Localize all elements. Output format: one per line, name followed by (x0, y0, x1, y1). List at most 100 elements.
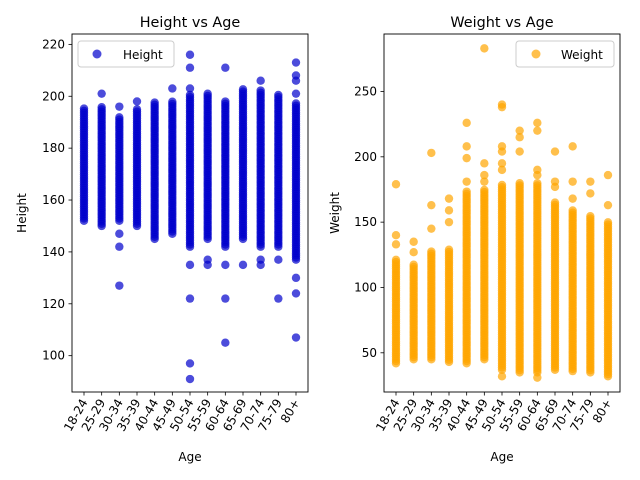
data-point (115, 102, 124, 111)
y-tick-label: 250 (354, 84, 377, 98)
x-axis-label: Age (178, 450, 201, 464)
data-point (168, 84, 177, 93)
data-point (462, 142, 471, 151)
y-axis-label: Weight (328, 192, 342, 234)
data-point (533, 170, 542, 180)
data-point (480, 170, 489, 180)
data-point (221, 97, 230, 106)
data-point (480, 177, 489, 186)
data-point (274, 255, 283, 264)
data-point (132, 97, 142, 106)
y-tick-label: 150 (354, 215, 377, 229)
data-point (533, 126, 542, 135)
data-point (256, 76, 265, 85)
data-point (291, 333, 301, 342)
data-point (185, 63, 195, 72)
data-point (97, 102, 106, 112)
data-point (274, 294, 283, 303)
y-tick-label: 120 (42, 297, 65, 311)
data-point (409, 247, 418, 257)
y-axis-ticks: 50 100 150 200 250 (354, 84, 384, 360)
data-point (409, 260, 418, 269)
data-point (568, 177, 577, 186)
data-point (497, 180, 507, 190)
data-point (480, 159, 489, 168)
y-tick-label: 100 (354, 280, 377, 294)
data-point (115, 113, 124, 122)
height-points (79, 50, 301, 384)
legend-box (515, 40, 615, 68)
data-point (291, 58, 301, 67)
legend-label: Height (123, 48, 163, 62)
data-point (391, 180, 401, 189)
data-point (515, 126, 524, 135)
data-point (550, 182, 560, 192)
data-point (115, 242, 124, 251)
legend-label: Weight (561, 48, 603, 62)
data-point (568, 206, 577, 215)
data-point (586, 189, 595, 198)
data-point (256, 86, 265, 95)
data-point (391, 240, 401, 249)
data-point (603, 170, 613, 180)
data-point (274, 90, 283, 100)
data-point (185, 90, 195, 100)
data-point (185, 374, 195, 384)
data-point (462, 187, 471, 196)
data-point (444, 206, 454, 215)
data-point (409, 237, 418, 246)
y-axis-ticks: 100 120 140 160 180 200 220 (42, 37, 72, 363)
legend: Weight (515, 40, 615, 68)
weight-points (391, 44, 613, 382)
data-point (568, 142, 577, 151)
data-point (238, 260, 248, 270)
data-point (391, 255, 401, 265)
data-point (291, 289, 301, 298)
chart-title: Weight vs Age (450, 15, 553, 31)
data-point (132, 105, 142, 114)
data-point (586, 212, 595, 221)
data-point (115, 281, 124, 290)
legend-marker (531, 49, 541, 59)
data-point (427, 247, 436, 256)
data-point (221, 338, 230, 347)
y-tick-label: 50 (362, 346, 377, 360)
data-point (291, 89, 301, 98)
data-point (150, 98, 159, 107)
y-axis-label: Height (15, 193, 29, 233)
data-point (79, 104, 89, 113)
data-point (497, 159, 507, 168)
data-point (533, 373, 542, 382)
data-point (462, 118, 471, 128)
data-point (185, 294, 195, 303)
legend: Height (77, 40, 175, 68)
data-point (256, 260, 265, 270)
data-point (391, 231, 401, 240)
data-point (497, 372, 507, 381)
data-point (550, 198, 560, 207)
data-point (480, 44, 489, 53)
data-point (221, 63, 230, 72)
data-point (533, 179, 542, 188)
data-point (515, 179, 524, 188)
data-point (515, 133, 524, 142)
y-tick-label: 100 (42, 349, 65, 363)
data-point (185, 260, 195, 270)
data-point (168, 97, 177, 106)
y-tick-label: 180 (42, 141, 65, 155)
y-tick-label: 200 (354, 150, 377, 164)
data-point (185, 50, 195, 59)
data-point (444, 217, 454, 227)
data-point (480, 185, 489, 195)
data-point (427, 148, 436, 158)
data-point (115, 229, 124, 238)
data-point (462, 153, 471, 163)
data-point (603, 200, 613, 210)
legend-box (77, 40, 175, 68)
data-point (515, 147, 524, 156)
data-point (221, 294, 230, 303)
data-point (291, 76, 301, 85)
data-point (203, 89, 212, 98)
data-point (185, 84, 195, 93)
